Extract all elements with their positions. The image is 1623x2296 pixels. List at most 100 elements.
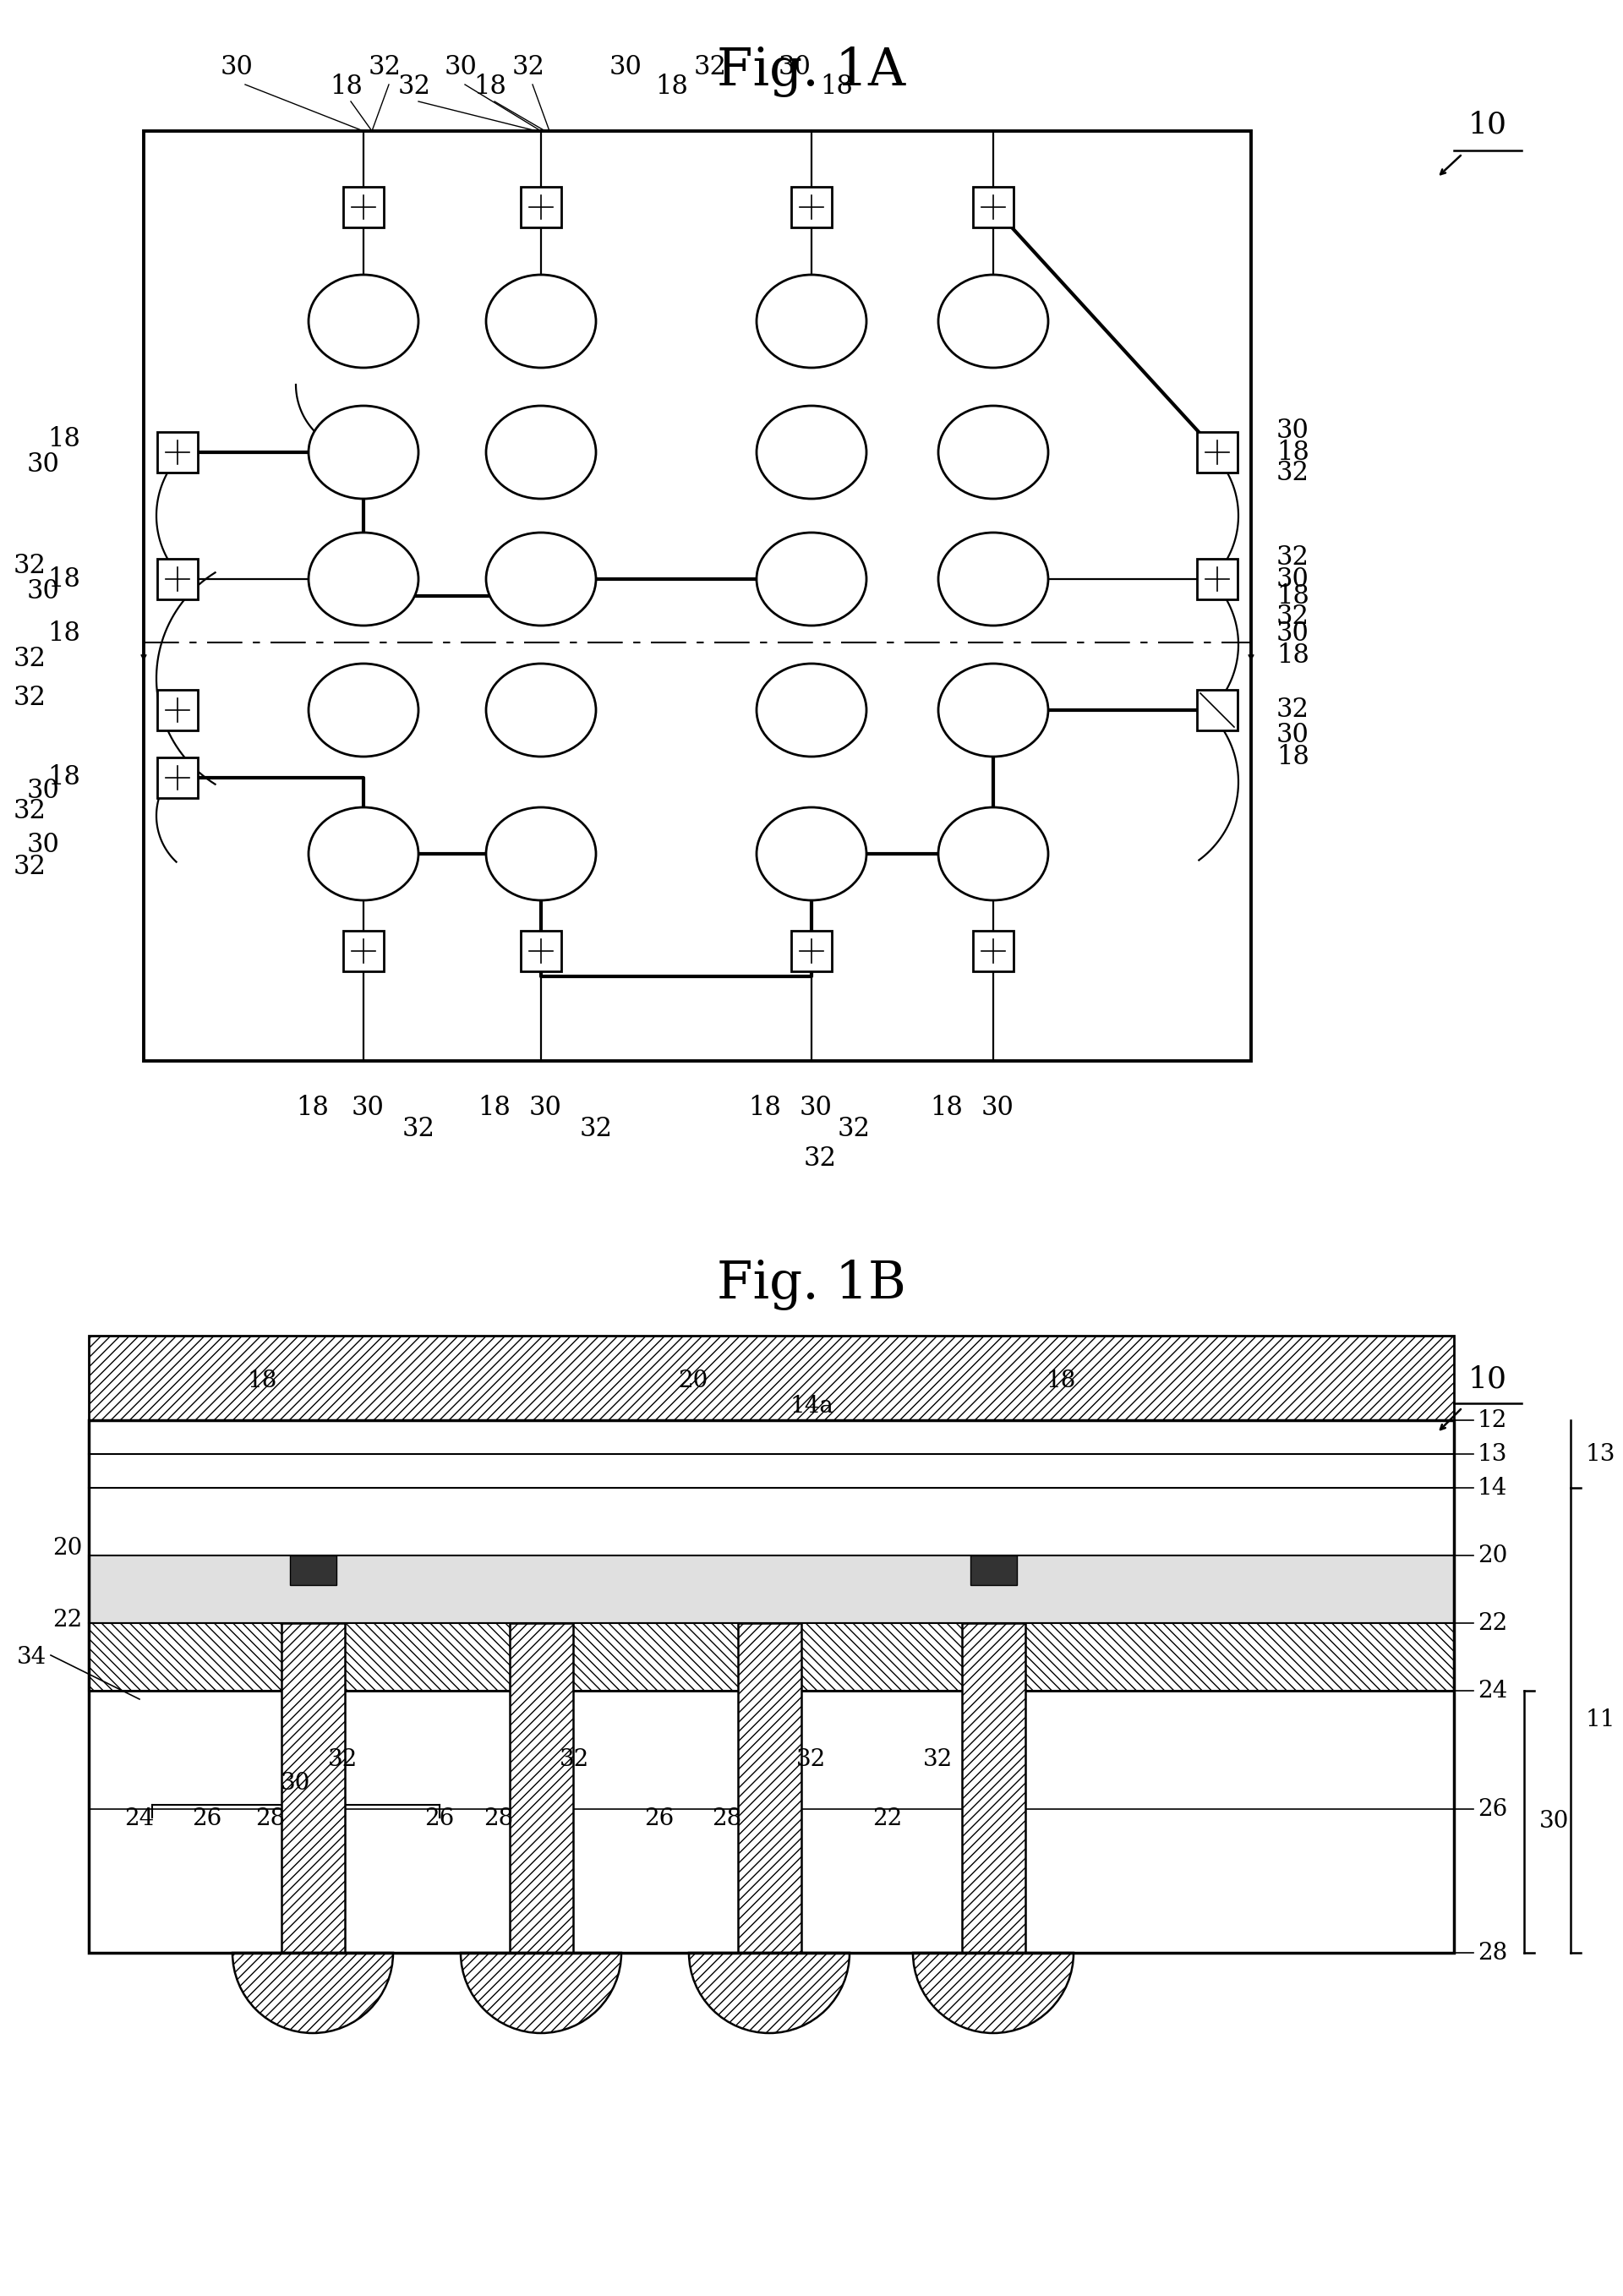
Text: 18: 18 <box>748 1095 781 1120</box>
Bar <box>89 1421 1454 1954</box>
Text: 18: 18 <box>329 73 364 99</box>
Ellipse shape <box>756 533 867 625</box>
Text: 30: 30 <box>445 55 477 80</box>
Bar <box>157 432 198 473</box>
Text: 18: 18 <box>821 73 854 99</box>
Ellipse shape <box>938 406 1048 498</box>
Text: 18: 18 <box>1276 583 1310 608</box>
Text: 18: 18 <box>47 765 80 790</box>
Ellipse shape <box>485 808 596 900</box>
Text: 18: 18 <box>474 73 506 99</box>
Bar <box>157 558 198 599</box>
Text: 18: 18 <box>479 1095 511 1120</box>
Text: 18: 18 <box>247 1368 278 1391</box>
Text: 32: 32 <box>560 1747 589 1770</box>
Ellipse shape <box>308 276 419 367</box>
Ellipse shape <box>485 276 596 367</box>
Text: 32: 32 <box>328 1747 357 1770</box>
Ellipse shape <box>308 533 419 625</box>
Text: 28: 28 <box>712 1807 742 1830</box>
Text: 30: 30 <box>26 831 58 859</box>
Text: 32: 32 <box>1276 604 1310 629</box>
Text: Fig. 1B: Fig. 1B <box>717 1261 906 1311</box>
Text: 30: 30 <box>980 1095 1014 1120</box>
Text: 22: 22 <box>52 1609 83 1632</box>
Text: 32: 32 <box>398 73 430 99</box>
Ellipse shape <box>485 664 596 758</box>
Text: 32: 32 <box>923 1747 953 1770</box>
Bar <box>89 1336 1454 1421</box>
Bar <box>521 930 562 971</box>
Text: 30: 30 <box>529 1095 562 1120</box>
Text: 28: 28 <box>1477 1942 1508 1963</box>
Text: Fig. 1A: Fig. 1A <box>717 46 906 96</box>
Text: 18: 18 <box>1276 744 1310 769</box>
Text: 26: 26 <box>425 1807 454 1830</box>
Text: 26: 26 <box>644 1807 674 1830</box>
Text: 32: 32 <box>803 1146 836 1171</box>
Text: 32: 32 <box>693 55 727 80</box>
Text: 32: 32 <box>13 553 47 579</box>
Text: 18: 18 <box>47 427 80 452</box>
Text: 20: 20 <box>1477 1543 1508 1566</box>
Bar <box>281 1623 344 1954</box>
Ellipse shape <box>485 533 596 625</box>
Text: 12: 12 <box>1477 1410 1508 1433</box>
Text: 18: 18 <box>297 1095 329 1120</box>
Text: 30: 30 <box>26 579 58 604</box>
Ellipse shape <box>308 808 419 900</box>
Text: 30: 30 <box>26 778 58 804</box>
Text: 32: 32 <box>1276 459 1310 487</box>
Bar <box>792 930 831 971</box>
Wedge shape <box>688 1954 849 2032</box>
Bar <box>1198 558 1237 599</box>
Ellipse shape <box>756 664 867 758</box>
Text: 18: 18 <box>1045 1368 1076 1391</box>
Bar <box>157 758 198 799</box>
Bar <box>971 1554 1016 1584</box>
Wedge shape <box>461 1954 622 2032</box>
Bar <box>144 131 1251 1061</box>
Text: 34: 34 <box>16 1646 47 1669</box>
Ellipse shape <box>938 808 1048 900</box>
Bar <box>737 1623 800 1954</box>
Text: 32: 32 <box>511 55 545 80</box>
Bar <box>342 930 383 971</box>
Text: 30: 30 <box>351 1095 385 1120</box>
Text: 22: 22 <box>1477 1612 1508 1635</box>
Wedge shape <box>232 1954 393 2032</box>
Wedge shape <box>912 1954 1073 2032</box>
Bar <box>961 1623 1026 1954</box>
Text: 14a: 14a <box>789 1396 834 1417</box>
Text: 30: 30 <box>1276 418 1310 443</box>
Text: 13: 13 <box>1477 1442 1508 1465</box>
Text: 32: 32 <box>13 684 47 709</box>
Text: 32: 32 <box>797 1747 826 1770</box>
Bar <box>157 689 198 730</box>
Text: 24: 24 <box>125 1807 154 1830</box>
Text: 20: 20 <box>678 1368 708 1391</box>
Text: 14: 14 <box>1477 1476 1508 1499</box>
Text: 30: 30 <box>799 1095 833 1120</box>
Text: 30: 30 <box>1539 1809 1569 1832</box>
Text: 30: 30 <box>1276 723 1310 748</box>
Text: 30: 30 <box>1276 620 1310 647</box>
Text: 32: 32 <box>837 1116 870 1141</box>
Ellipse shape <box>756 808 867 900</box>
Text: 11: 11 <box>1586 1708 1617 1731</box>
Text: 32: 32 <box>368 55 401 80</box>
Bar <box>1198 689 1237 730</box>
Text: 26: 26 <box>1477 1798 1508 1821</box>
Text: 30: 30 <box>281 1773 312 1795</box>
Text: 28: 28 <box>484 1807 513 1830</box>
Text: 22: 22 <box>873 1807 902 1830</box>
Bar <box>972 930 1013 971</box>
Ellipse shape <box>308 406 419 498</box>
Text: 30: 30 <box>1276 567 1310 592</box>
Bar <box>289 1554 336 1584</box>
Text: 32: 32 <box>13 645 47 673</box>
Text: 32: 32 <box>13 854 47 879</box>
Text: 32: 32 <box>1276 698 1310 723</box>
Bar <box>89 1554 1454 1623</box>
Text: 24: 24 <box>1477 1678 1508 1701</box>
